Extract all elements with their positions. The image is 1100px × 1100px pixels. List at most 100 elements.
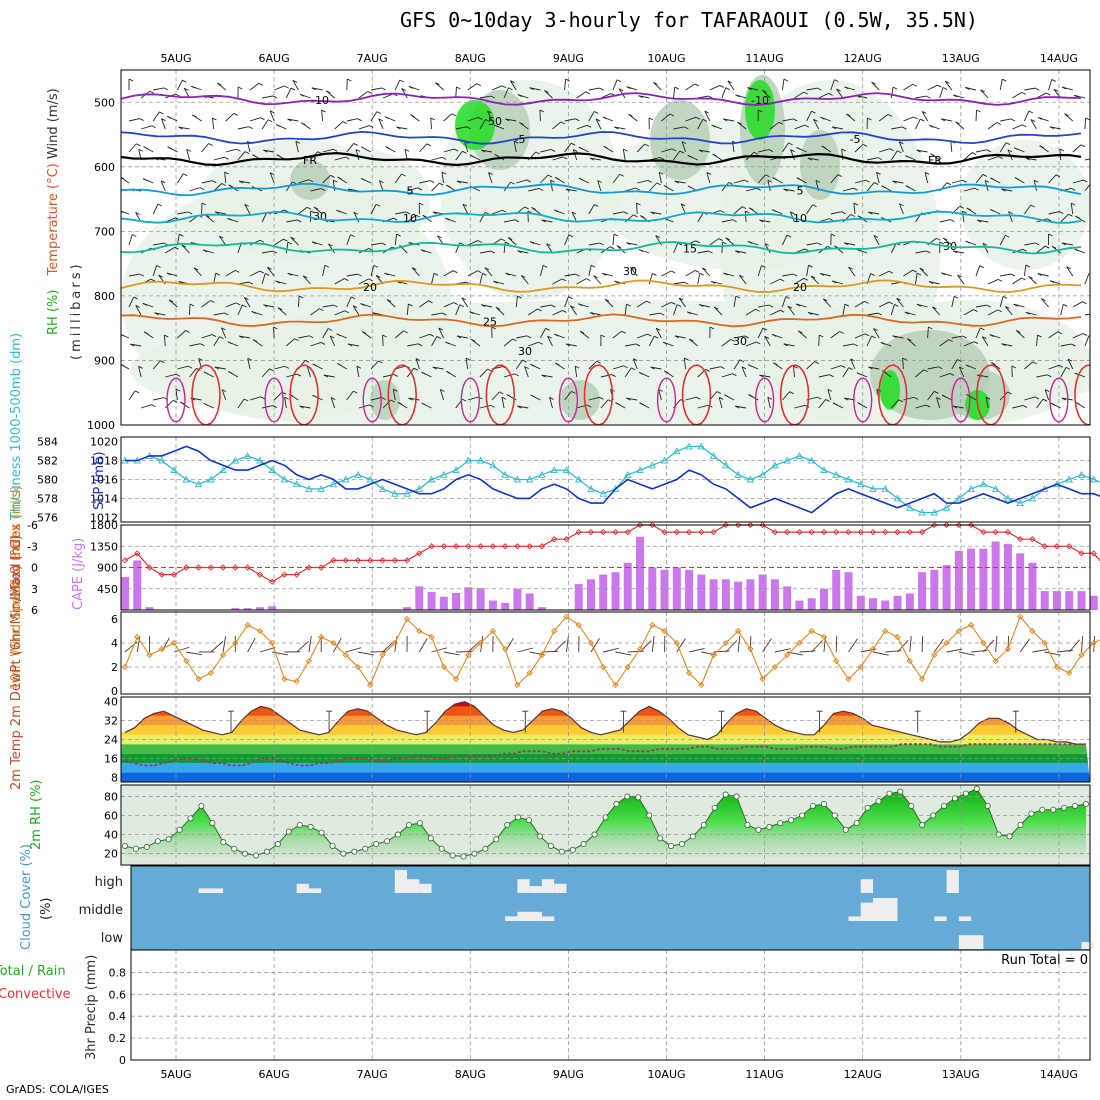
wind-barb xyxy=(552,156,564,161)
wind10m-point xyxy=(833,657,840,665)
wind-barb-feather xyxy=(848,367,853,371)
wind-barb-feather xyxy=(224,156,229,160)
wind-barb xyxy=(713,306,723,316)
wind-barb-feather xyxy=(758,109,763,113)
wind-barb xyxy=(1070,203,1074,215)
ylabel-cape: CAPE (J/kg) xyxy=(71,538,86,610)
wind-barb-feather xyxy=(788,142,793,146)
wind-barb-feather xyxy=(138,365,143,369)
rh2m-point xyxy=(1083,801,1090,808)
wind-barb-feather xyxy=(647,333,652,337)
wind-barb-feather xyxy=(560,121,566,125)
wind-barb xyxy=(401,88,408,99)
wind-barb-feather xyxy=(611,374,616,377)
wind-barb-feather xyxy=(462,203,468,207)
dewpoint-line xyxy=(124,743,1086,767)
thickness-point xyxy=(587,485,595,492)
wind-barb xyxy=(658,172,662,184)
wind-barb-feather xyxy=(694,83,699,87)
wind-barb-feather xyxy=(724,394,729,398)
wind-barb-feather xyxy=(193,267,199,271)
wind-barb-feather xyxy=(445,217,450,221)
wind-barb-feather xyxy=(158,274,163,278)
wind-barb-feather xyxy=(1034,396,1040,400)
wind-barb xyxy=(181,244,190,254)
wind-barb-feather xyxy=(1025,311,1031,315)
isotherm-line xyxy=(121,240,1082,255)
wind-barb-feather xyxy=(623,365,628,369)
cape-bar xyxy=(746,579,755,610)
wind10m-point xyxy=(1053,663,1061,671)
wind-barb-feather xyxy=(990,177,995,181)
rh2m-point xyxy=(231,845,238,852)
wind-barb xyxy=(540,174,549,184)
wind-barb-feather xyxy=(243,398,249,402)
thickness-point xyxy=(256,456,264,464)
wind-barb-feather xyxy=(408,397,413,401)
temperature-loop xyxy=(681,364,712,425)
wind-barb xyxy=(915,369,925,378)
lifted-index-point xyxy=(857,528,864,536)
rh2m-point xyxy=(973,785,980,792)
wind-barb xyxy=(987,156,999,161)
wind-barb-feather xyxy=(469,311,474,315)
temperature-loop xyxy=(460,377,481,423)
cloud-cell xyxy=(517,911,542,921)
pressure-tick-label: 500 xyxy=(94,96,115,109)
thickness-point xyxy=(918,508,926,516)
wind-barb-feather xyxy=(1064,113,1069,117)
wind-barb-feather xyxy=(136,143,141,147)
wind-barb-feather xyxy=(408,303,413,307)
wind-barb-feather xyxy=(301,122,306,126)
wind-barb-feather xyxy=(329,335,335,339)
wind-barb-feather xyxy=(326,90,331,94)
wind-barb xyxy=(262,250,274,254)
cloud-cell xyxy=(958,916,972,921)
wind-barb xyxy=(721,182,730,192)
cape-tick-label: 900 xyxy=(97,562,118,575)
wind-barb xyxy=(456,180,468,184)
wind-barb xyxy=(951,359,958,370)
wind-barb-feather xyxy=(1082,301,1087,305)
wind-barb-feather xyxy=(469,154,475,158)
wind-barb-feather xyxy=(522,359,527,363)
wind-barb-feather xyxy=(636,202,641,206)
thickness-point xyxy=(624,470,632,478)
wind-barb-feather xyxy=(945,80,950,84)
wind-barb-feather xyxy=(939,241,945,245)
wind-barb-feather xyxy=(599,87,604,91)
wind-barb xyxy=(370,111,378,122)
wind-barb-feather xyxy=(741,206,747,210)
wind-barb-feather xyxy=(980,89,985,93)
wind-barb xyxy=(576,124,588,130)
thickness-point xyxy=(550,466,558,474)
wind-barb-feather xyxy=(570,142,576,146)
wind-barb-feather xyxy=(1007,391,1012,395)
wind-barb xyxy=(211,118,215,130)
cape-bar xyxy=(488,600,497,610)
wind-barb xyxy=(273,391,283,401)
wind-barb-feather xyxy=(1025,264,1030,268)
wind-barb-feather xyxy=(135,212,140,215)
wind-barb xyxy=(844,242,856,246)
wind-barb-feather xyxy=(623,148,628,152)
thickness-point xyxy=(427,475,436,483)
wind-barb xyxy=(540,304,552,308)
wind-barb-feather xyxy=(161,118,166,122)
wind-barb-feather xyxy=(512,338,517,342)
wind-barb-feather xyxy=(324,264,330,268)
lifted-index-point xyxy=(281,571,288,578)
wind-barb xyxy=(404,149,408,161)
wind-barb-feather xyxy=(747,87,752,90)
wind-barb-feather xyxy=(748,394,753,398)
cape-bar xyxy=(783,586,792,610)
wind-barb-feather xyxy=(269,368,274,372)
wind-barb-feather xyxy=(435,82,440,86)
wind-barb-feather xyxy=(215,272,220,276)
wind-barb-feather xyxy=(674,180,679,184)
wind-barb-feather xyxy=(841,148,846,152)
wind-barb-feather xyxy=(347,78,352,82)
wind-barb xyxy=(177,211,189,215)
wind10m-grid xyxy=(121,612,1090,694)
